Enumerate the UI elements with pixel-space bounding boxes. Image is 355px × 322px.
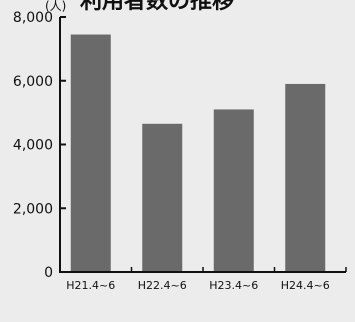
- y-tick-label: 2,000: [13, 201, 53, 217]
- x-category-label: H21.4~6: [66, 279, 115, 292]
- x-category-label: H22.4~6: [138, 279, 187, 292]
- y-tick-label: 0: [44, 265, 53, 281]
- bar-2: [142, 123, 183, 272]
- y-tick-label: 8,000: [13, 10, 53, 26]
- y-tick-label: 6,000: [13, 74, 53, 90]
- bar-1: [70, 34, 111, 272]
- x-category-label: H23.4~6: [209, 279, 258, 292]
- chart-title: 利用者数の推移: [80, 0, 234, 14]
- y-axis-unit-label: (人): [45, 0, 66, 13]
- bar-4: [285, 83, 326, 272]
- x-category-label: H24.4~6: [281, 279, 330, 292]
- y-tick-label: 4,000: [13, 138, 53, 154]
- bar-3: [213, 109, 254, 272]
